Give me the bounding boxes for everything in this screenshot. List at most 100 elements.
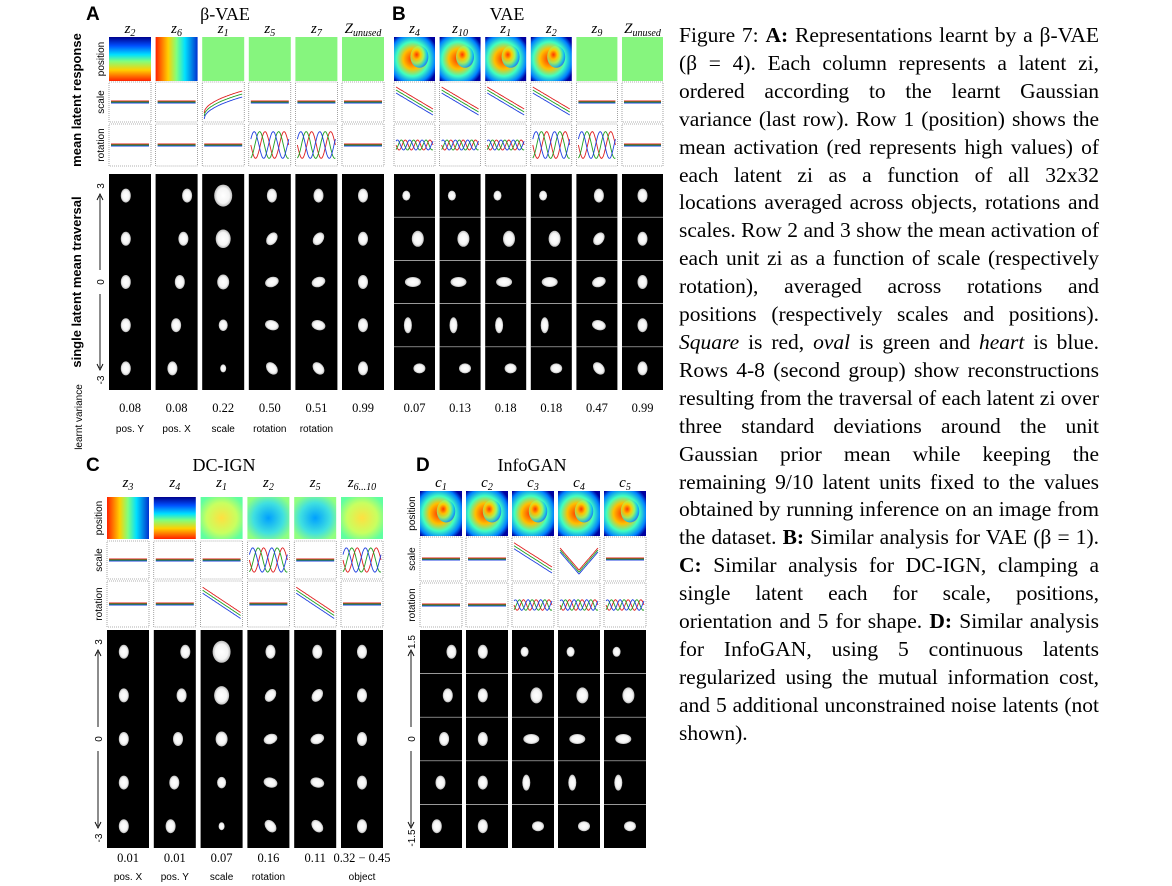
column-label: z2: [124, 21, 136, 39]
learnt-variance-value: 0.47: [586, 401, 608, 415]
reconstruction-shape: [496, 277, 513, 287]
reconstruction-shape: [120, 361, 131, 376]
rotation-curve: [395, 139, 434, 151]
reconstruction-shape: [180, 644, 191, 659]
caption-d-label: D:: [929, 609, 953, 634]
position-heatmap: [247, 497, 290, 539]
column-label: z7: [310, 21, 323, 39]
latent-attribute: scale: [210, 872, 234, 883]
reconstruction-shape: [218, 319, 228, 331]
reconstruction-shape: [520, 646, 529, 657]
scale-frame: [393, 81, 436, 123]
column-label: c1: [435, 475, 447, 493]
traversal-tick-label: 0: [407, 736, 418, 742]
reconstruction-shape: [310, 733, 325, 745]
scale-frame: [484, 81, 527, 123]
reconstruction-shape: [522, 774, 531, 791]
heatmap-blob: [501, 45, 520, 68]
reconstruction-shape: [358, 361, 368, 376]
rotation-curve: [486, 139, 525, 151]
rotation-curve: [395, 139, 434, 151]
heatmap-blob: [410, 45, 429, 68]
reconstruction-shape: [637, 318, 648, 333]
reconstruction-shape: [431, 819, 442, 834]
reconstruction-shape: [310, 777, 325, 788]
position-heatmap: [342, 37, 384, 81]
column-label: Zunused: [624, 21, 662, 39]
rotation-curve: [295, 592, 335, 619]
rotation-curve: [202, 589, 241, 616]
reconstruction-shape: [176, 688, 187, 703]
reconstruction-shape: [118, 819, 129, 834]
reconstruction-shape: [265, 644, 276, 659]
reconstruction-shape: [217, 274, 230, 290]
latent-column: z4 0.01 pos. Y: [153, 475, 197, 883]
reconstruction-shape: [165, 819, 176, 834]
column-label: Zunused: [345, 21, 383, 39]
rotation-curve: [559, 599, 599, 611]
latent-column: z3 0.01 pos. X: [106, 475, 150, 883]
traversal-tick-label: 0: [94, 736, 105, 742]
scale-curve: [395, 89, 434, 113]
panel-title: DC-IGN: [193, 455, 256, 475]
position-heatmap: [202, 37, 245, 81]
reconstruction-shape: [550, 363, 563, 374]
reconstruction-shape: [404, 277, 421, 287]
heatmap-blob: [528, 500, 548, 523]
reconstruction-shape: [357, 688, 367, 703]
reconstruction-shape: [266, 188, 277, 203]
reconstruction-shape: [477, 775, 488, 790]
latent-column: z2 0.16 rotation: [247, 475, 290, 883]
position-heatmap: [576, 37, 618, 81]
scale-curve: [342, 547, 382, 573]
rotation-curve: [295, 589, 335, 616]
reconstruction-shape: [357, 819, 367, 834]
latent-attribute: object: [349, 872, 376, 883]
heatmap-blob: [456, 45, 475, 68]
row-label: rotation: [94, 587, 105, 620]
traversal-tick-label: -1.5: [407, 829, 418, 847]
reconstruction-shape: [413, 363, 426, 374]
rotation-frame: [200, 580, 243, 628]
column-label: z4: [408, 21, 420, 39]
reconstruction-shape: [530, 687, 543, 704]
latent-attribute: pos. Y: [116, 424, 144, 435]
reconstruction-shape: [477, 644, 488, 659]
scale-frame: [201, 81, 245, 123]
learnt-variance-value: 0.18: [495, 401, 517, 415]
learnt-variance-value: 0.07: [404, 401, 426, 415]
learnt-variance-value: 0.08: [166, 401, 188, 415]
rotation-curve: [441, 139, 480, 151]
scale-curve: [441, 86, 479, 110]
learnt-variance-value: 0.32 − 0.45: [333, 851, 390, 865]
column-label: z6: [170, 21, 182, 39]
reconstruction-shape: [504, 363, 517, 374]
scale-curve: [203, 96, 243, 120]
rotation-curve: [578, 131, 616, 159]
heatmap-blob: [620, 500, 640, 523]
reconstruction-shape: [182, 188, 193, 203]
reconstruction-shape: [576, 687, 589, 704]
learnt-variance-value: 0.50: [259, 401, 281, 415]
reconstruction-shape: [477, 819, 488, 834]
learnt-variance-value: 0.01: [164, 851, 186, 865]
reconstruction-shape: [637, 188, 648, 203]
panel-c: C DC-IGN z3 0.01 pos. X z4 0.01 pos. Y z1 0.07 sca…: [86, 455, 391, 883]
arrow-up-icon: [94, 648, 102, 657]
reconstruction-shape: [459, 363, 471, 374]
panel-title: InfoGAN: [498, 455, 567, 475]
position-heatmap: [107, 497, 149, 539]
scale-frame: [439, 81, 481, 123]
arrow-down-icon: [96, 363, 104, 372]
reconstruction-shape: [592, 276, 606, 288]
caption-a-label: A:: [765, 23, 789, 47]
latent-column: c5: [603, 475, 647, 848]
latent-column: Zunused 0.99: [621, 21, 664, 415]
latent-column: z4 0.07: [393, 21, 436, 415]
scale-curve: [486, 86, 525, 110]
panel-b: B VAE z4 0.07 z10 0.13 z1 0.18 z2 0.18 z9 0.47 Zunus…: [392, 4, 664, 415]
position-heatmap: [155, 37, 198, 81]
reconstruction-shape: [540, 317, 549, 334]
latent-column: z9 0.47: [576, 21, 618, 415]
